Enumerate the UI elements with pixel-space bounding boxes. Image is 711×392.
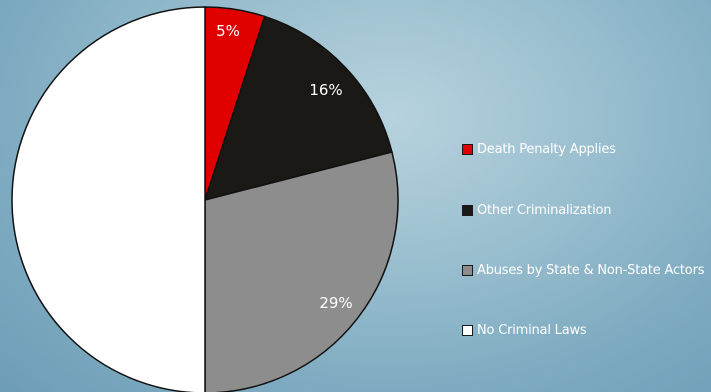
- legend-swatch-other-criminalization: [462, 205, 473, 216]
- pie-chart: 5% 16% 29%: [11, 6, 399, 392]
- pie-slices: [11, 6, 399, 392]
- pie-data-labels: 5% 16% 29%: [216, 22, 353, 312]
- legend-label-abuses: Abuses by State & Non-State Actors: [477, 263, 705, 278]
- legend-swatch-abuses: [462, 265, 473, 276]
- legend-swatch-no-criminal-laws: [462, 325, 473, 336]
- data-label-other-criminalization: 16%: [309, 81, 342, 99]
- legend-swatch-death-penalty: [462, 144, 473, 155]
- data-label-abuses: 29%: [319, 294, 352, 312]
- pie-slice-other-criminalization: [203, 15, 393, 202]
- legend-label-no-criminal-laws: No Criminal Laws: [477, 323, 587, 338]
- pie-slice-abuses: [204, 151, 399, 392]
- data-label-death-penalty: 5%: [216, 22, 240, 40]
- pie-slice-no-criminal-laws: [11, 6, 206, 392]
- legend-item-no-criminal-laws: No Criminal Laws: [462, 323, 587, 338]
- legend-item-abuses: Abuses by State & Non-State Actors: [462, 263, 704, 278]
- legend-label-death-penalty: Death Penalty Applies: [477, 142, 616, 157]
- legend-item-death-penalty: Death Penalty Applies: [462, 142, 616, 157]
- legend-label-other-criminalization: Other Criminalization: [477, 203, 612, 218]
- legend-item-other-criminalization: Other Criminalization: [462, 203, 611, 218]
